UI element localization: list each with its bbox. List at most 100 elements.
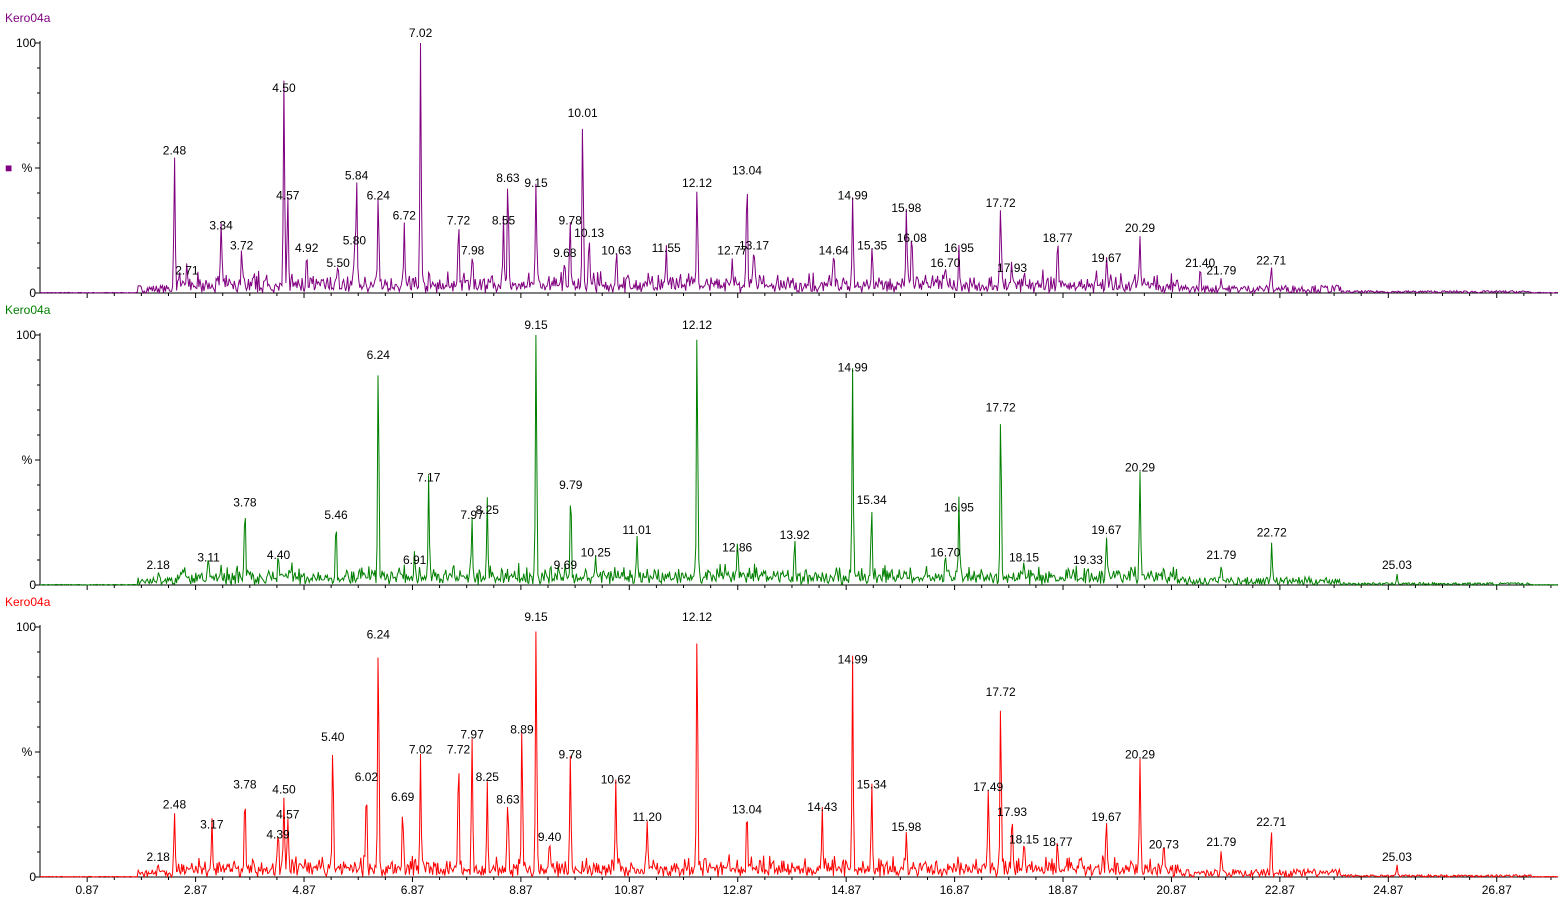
peak-label: 3.72 [230,239,254,253]
x-tick-label: 14.87 [831,883,861,897]
x-tick-label: 4.87 [292,883,316,897]
y-tick-label: 100 [16,36,36,50]
x-tick-label: 0.87 [75,883,99,897]
peak-label: 15.98 [891,820,921,834]
peak-label: 14.99 [838,361,868,375]
peak-label: 9.78 [559,748,583,762]
peak-label: 17.72 [986,401,1016,415]
peak-label: 22.71 [1256,254,1286,268]
peak-label: 6.72 [393,209,417,223]
peak-label: 10.62 [601,773,631,787]
peak-label: 7.97 [460,728,484,742]
peak-label: 16.95 [944,501,974,515]
x-tick-label: 16.87 [940,883,970,897]
peak-label: 10.63 [601,244,631,258]
peak-label: 21.79 [1206,835,1236,849]
peak-label: 13.17 [739,239,769,253]
x-tick-label: 8.87 [509,883,533,897]
series-trace [39,334,1559,587]
x-tick-label: 6.87 [401,883,425,897]
peak-label: 8.63 [496,171,520,185]
peak-label: 15.98 [891,201,921,215]
peak-label: 13.04 [732,164,762,178]
panel-title: Kero04a [5,11,51,25]
peak-label: 12.86 [722,541,752,555]
peak-label: 9.15 [524,318,548,332]
peak-label: 14.99 [838,189,868,203]
peak-label: 9.15 [524,610,548,624]
peak-label: 12.12 [682,318,712,332]
x-tick-label: 26.87 [1482,883,1512,897]
peak-label: 4.40 [267,548,291,562]
peak-label: 19.67 [1091,810,1121,824]
peak-label: 17.72 [986,196,1016,210]
peak-label: 12.77 [717,244,747,258]
peak-label: 7.02 [409,743,433,757]
x-tick-label: 10.87 [614,883,644,897]
peak-labels: 2.18 3.11 3.78 4.40 5.46 6.24 6.91 7.17 7.978.25… [147,318,1413,572]
peak-label: 4.50 [272,81,296,95]
x-tick-label: 24.87 [1373,883,1403,897]
peak-label: 13.92 [780,528,810,542]
peak-label: 25.03 [1382,850,1412,864]
peak-label: 2.48 [163,144,187,158]
peak-label: 9.15 [524,176,548,190]
peak-label: 16.70 [930,256,960,270]
peak-label: 3.11 [197,551,220,565]
peak-label: 14.99 [838,653,868,667]
y-tick-label: 100 [16,328,36,342]
peak-label: 7.72 [447,214,471,228]
peak-label: 2.71 [175,264,199,278]
peak-label: 6.24 [367,348,391,362]
peak-label: 3.34 [209,219,233,233]
x-tick-label: 2.87 [184,883,208,897]
y-tick-label: 100 [16,620,36,634]
peak-label: 2.18 [147,558,171,572]
peak-label: 19.33 [1073,553,1103,567]
peak-label: 6.91 [403,553,427,567]
peak-label: 25.03 [1382,558,1412,572]
legend-marker: ■ [5,161,12,175]
peak-label: 8.89 [510,723,534,737]
y-axis-label: % [22,453,33,467]
panel-title: Kero04a [5,595,51,609]
peak-label: 18.77 [1043,231,1073,245]
peak-label: 21.40 [1185,256,1215,270]
peak-label: 16.08 [897,231,927,245]
peak-label: 5.50 [326,256,350,270]
peak-label: 6.24 [367,628,391,642]
peak-label: 20.29 [1125,461,1155,475]
peak-label: 20.29 [1125,748,1155,762]
peak-labels: 2.48 2.71 3.34 3.72 4.50 4.57 4.92 5.50 5.80 5.84… [163,26,1287,278]
peak-label: 17.93 [997,805,1027,819]
peak-label: 12.12 [682,176,712,190]
peak-label: 19.67 [1091,251,1121,265]
peak-label: 16.70 [930,546,960,560]
peak-label: 17.72 [986,685,1016,699]
peak-label: 3.78 [233,496,257,510]
y-axis-label: % [22,161,33,175]
peak-label: 7.97 [460,508,484,522]
peak-label: 18.77 [1043,835,1073,849]
peak-label: 22.72 [1257,526,1287,540]
y-tick-label: 0 [29,578,36,592]
peak-label: 8.55 [492,214,516,228]
peak-label: 4.92 [295,241,319,255]
peak-label: 4.57 [276,189,300,203]
panel-1: Kero04a ■ 100 0% 2.48 2.71 3.34 3.72 4.50 4.57 4.9… [5,11,1559,300]
peak-labels: 2.18 2.48 3.17 3.78 4.39 4.50 4.57 5.40 6.02 6.24… [147,610,1413,864]
panel-title: Kero04a [5,303,51,317]
peak-label: 18.15 [1009,551,1039,565]
peak-label: 9.69 [554,558,578,572]
peak-label: 4.57 [276,808,300,822]
peak-label: 7.17 [417,471,441,485]
peak-label: 9.40 [538,830,562,844]
series-trace [39,631,1559,879]
x-tick-label: 20.87 [1156,883,1186,897]
peak-label: 15.34 [857,493,887,507]
peak-label: 10.13 [574,226,604,240]
peak-label: 21.79 [1206,264,1236,278]
y-tick-label: 0 [29,286,36,300]
x-tick-label: 12.87 [723,883,753,897]
